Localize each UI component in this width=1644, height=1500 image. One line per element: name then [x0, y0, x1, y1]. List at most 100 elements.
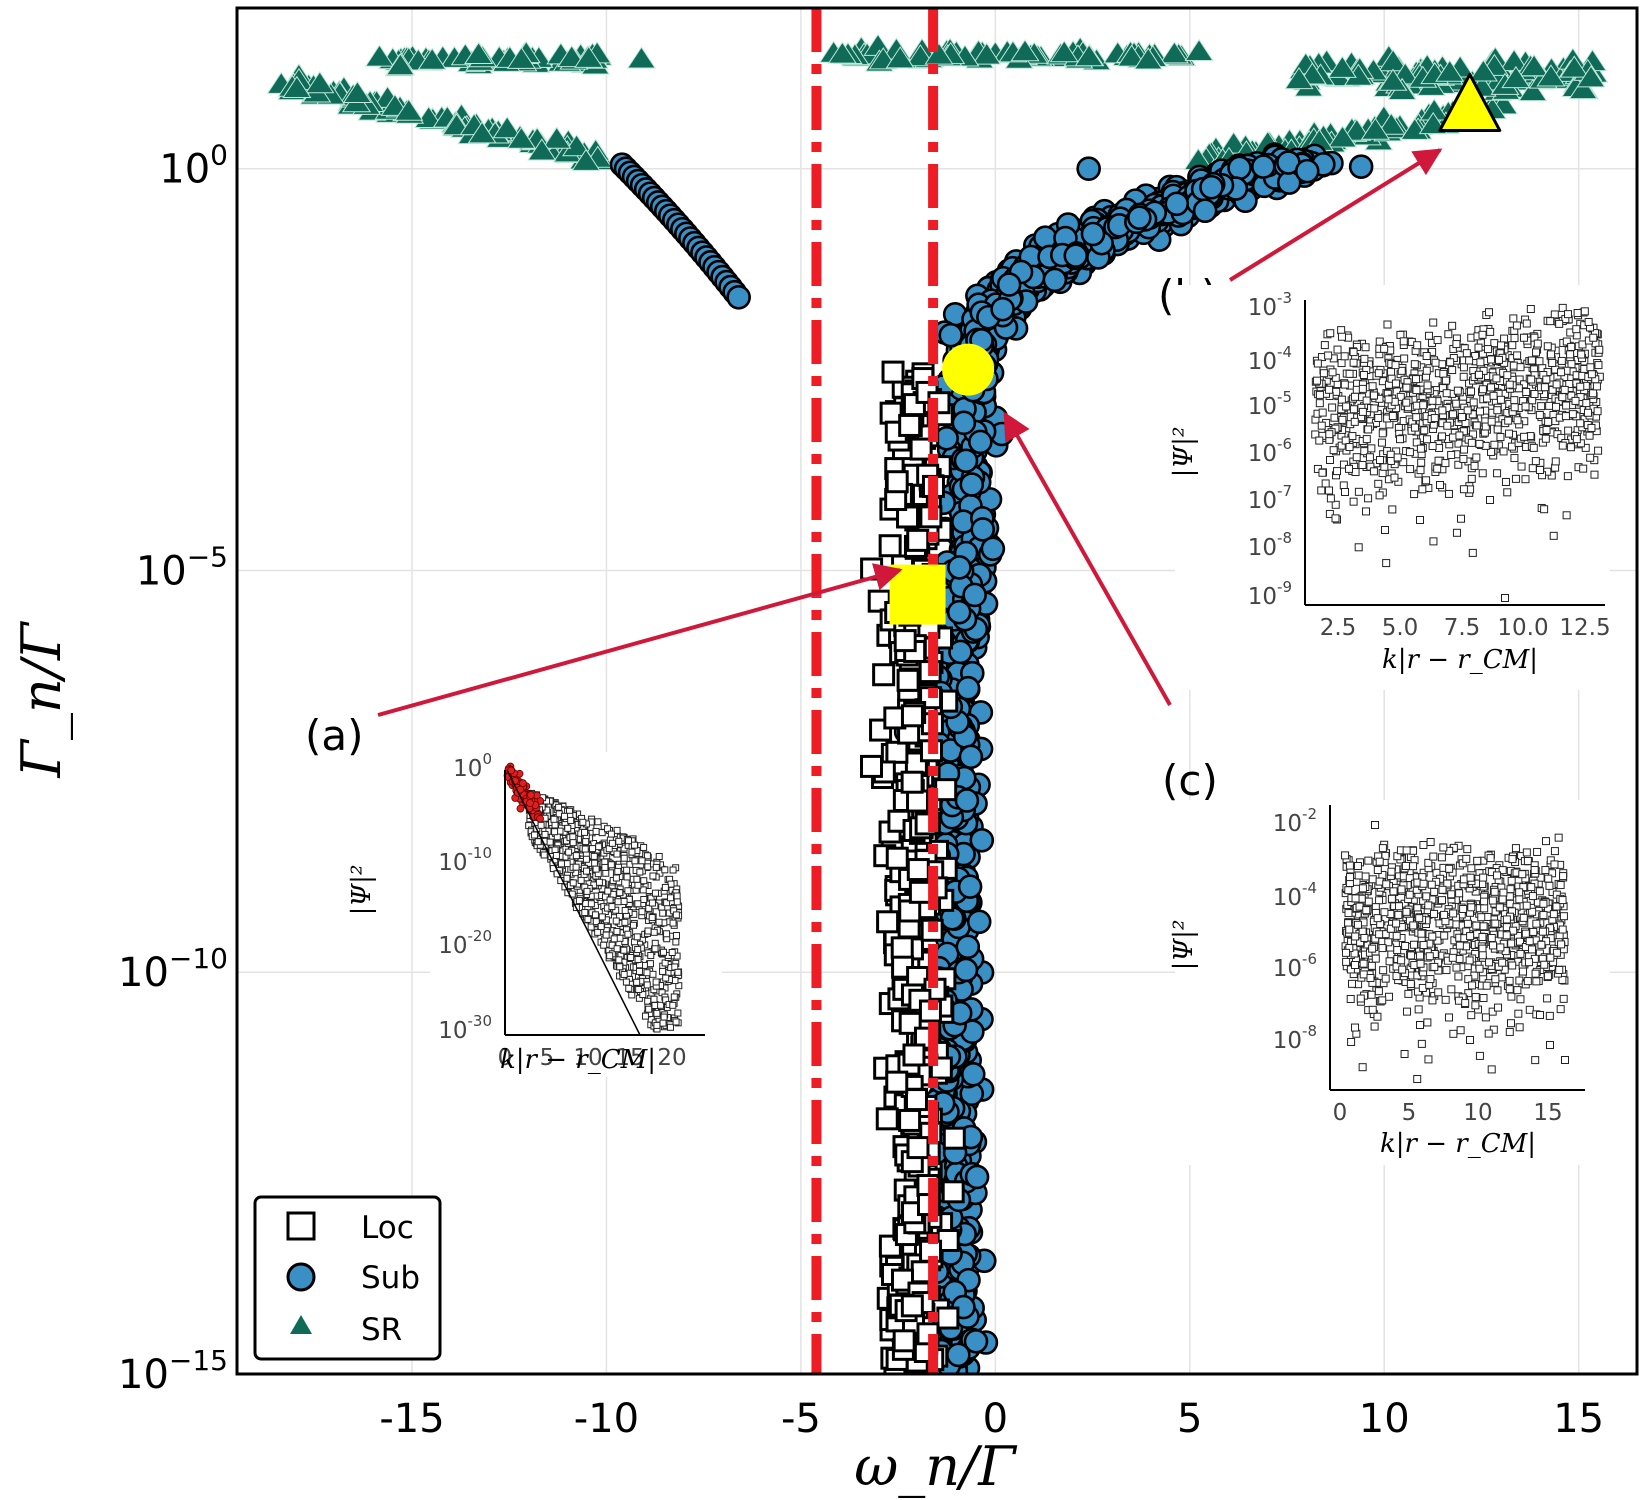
- inset-point: [1559, 994, 1568, 1003]
- inset-point: [598, 913, 606, 921]
- inset-point: [669, 866, 677, 874]
- sr-point: [305, 71, 335, 94]
- inset-b: 2.5 5.0 7.5 10.0 12.510-310-410-510-610-710-…: [1175, 285, 1611, 690]
- inset-point: [1359, 370, 1368, 379]
- inset-point: [1510, 454, 1519, 463]
- x-tick-label: 5: [1177, 1396, 1202, 1442]
- inset-point: [1371, 954, 1380, 963]
- inset-point: [1406, 465, 1415, 474]
- inset-point: [1318, 408, 1327, 417]
- inset-point: [1345, 443, 1354, 452]
- inset-point: [1315, 399, 1324, 408]
- loc-point: [898, 1108, 922, 1132]
- inset-point: [1448, 410, 1457, 419]
- inset-point: [1352, 453, 1361, 462]
- sr-point: [1074, 44, 1104, 67]
- inset-point: [1326, 494, 1335, 503]
- inset-point: [1459, 363, 1468, 372]
- inset-point-red: [516, 804, 525, 813]
- sub-point: [1063, 243, 1089, 268]
- inset-point: [1325, 430, 1334, 439]
- inset-point: [1325, 385, 1334, 394]
- sub-point: [1164, 191, 1190, 217]
- inset-point: [1410, 490, 1419, 499]
- inset-point: [1391, 361, 1400, 370]
- sub-point: [968, 429, 993, 455]
- inset-point: [644, 927, 652, 935]
- inset-point: [1467, 474, 1476, 483]
- inset-point: [1541, 434, 1550, 443]
- inset-point: [595, 878, 603, 886]
- inset-point: [1350, 417, 1359, 426]
- inset-point: [1471, 1001, 1480, 1010]
- inset-point: [669, 919, 677, 927]
- inset-point: [1562, 511, 1571, 520]
- inset-point: [1483, 345, 1492, 354]
- inset-point: [546, 838, 554, 846]
- inset-point: [1536, 466, 1544, 474]
- inset-point-red: [526, 791, 535, 799]
- inset-point: [1465, 356, 1474, 365]
- inset-point: [634, 946, 642, 954]
- inset-point: [1388, 411, 1397, 420]
- inset-point: [1478, 469, 1487, 478]
- inset-point: [592, 827, 600, 835]
- inset-point: [1428, 442, 1437, 451]
- inset-point: [1552, 402, 1561, 411]
- inset-point: [1437, 853, 1446, 862]
- inset-point: [602, 869, 610, 877]
- inset-point: [1595, 345, 1604, 354]
- inset-point: [1419, 841, 1428, 850]
- inset-point: [1572, 435, 1581, 444]
- inset-point: [1339, 481, 1348, 490]
- inset-point: [631, 857, 639, 865]
- sr-point: [1435, 59, 1465, 82]
- inset-point: [1528, 464, 1537, 473]
- inset-point: [648, 899, 656, 907]
- highlight-square-a: [889, 564, 946, 625]
- inset-point: [1526, 305, 1535, 314]
- inset-point: [1546, 317, 1555, 326]
- inset-point: [624, 887, 632, 895]
- inset-point: [1409, 940, 1418, 949]
- inset-point: [1541, 866, 1550, 875]
- inset-point: [613, 850, 621, 858]
- inset-point: [1517, 462, 1526, 471]
- inset-point: [1506, 885, 1515, 894]
- loc-point: [885, 740, 909, 764]
- inset-point: [613, 945, 621, 953]
- inset-point: [624, 837, 632, 845]
- inset-point: [1373, 866, 1382, 875]
- inset-point: [1467, 387, 1476, 396]
- sr-point: [1519, 54, 1549, 77]
- inset-point: [620, 854, 628, 862]
- inset-point: [1358, 461, 1367, 470]
- inset-point: [1527, 375, 1536, 384]
- inset-point: [1424, 331, 1433, 340]
- loc-point: [881, 360, 905, 384]
- inset-point: [615, 956, 623, 964]
- inset-point: [1531, 1056, 1540, 1065]
- inset-point: [1413, 341, 1422, 350]
- inset-point: [1493, 469, 1502, 478]
- inset-point: [1452, 528, 1461, 537]
- inset-point: [1530, 390, 1539, 399]
- sr-point: [1559, 55, 1589, 78]
- inset-point: [1566, 443, 1575, 452]
- loc-point: [908, 880, 932, 904]
- inset-point: [1338, 415, 1347, 424]
- inset-point: [1434, 456, 1443, 465]
- inset-point: [1454, 972, 1463, 981]
- sub-point: [938, 322, 964, 348]
- inset-point-red: [526, 799, 534, 807]
- inset-point: [1362, 396, 1371, 405]
- inset-point: [1324, 351, 1333, 360]
- inset-point: [1320, 341, 1329, 350]
- inset-point: [575, 897, 583, 905]
- inset-point: [1487, 383, 1496, 392]
- inset-point: [620, 897, 628, 905]
- inset-point: [661, 866, 669, 874]
- inset-point: [1414, 1005, 1423, 1014]
- inset-point: [1484, 308, 1493, 317]
